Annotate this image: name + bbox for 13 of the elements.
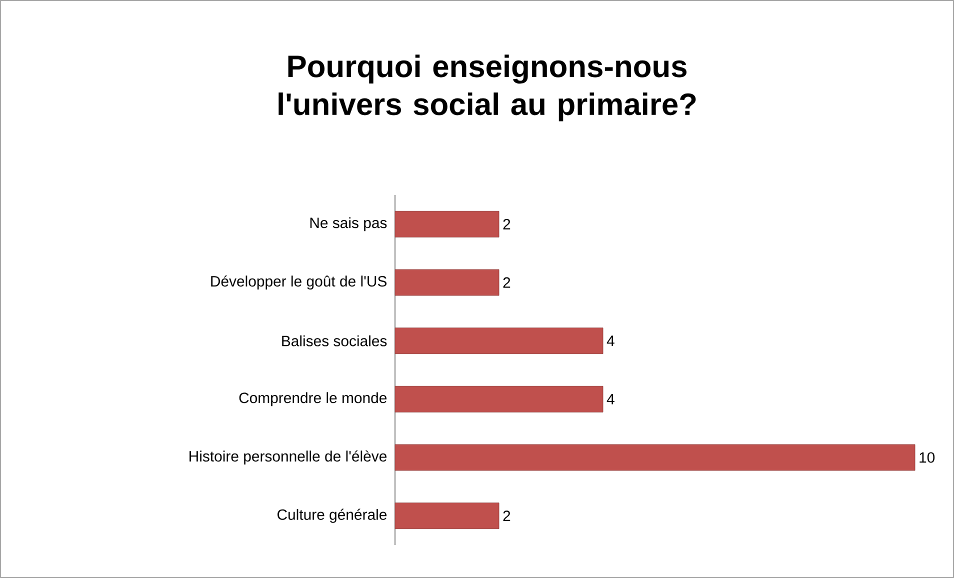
y-tick-label: Comprendre le monde xyxy=(239,392,387,406)
chart-title: Pourquoi enseignons-nous l'univers social au primaire? xyxy=(278,54,696,122)
data-label: 2 xyxy=(503,510,510,522)
data-label: 4 xyxy=(606,394,614,404)
y-tick-label: Ne sais pas xyxy=(310,217,387,232)
data-label: 4 xyxy=(606,336,614,346)
y-tick-label: Histoire personnelle de l'élève xyxy=(190,450,387,465)
data-label: 2 xyxy=(503,218,510,230)
y-tick-label: Culture générale xyxy=(278,508,387,523)
y-tick-label: Balises sociales xyxy=(282,335,387,346)
y-tick-label: Développer le goût de l'US xyxy=(211,275,387,290)
data-label: 2 xyxy=(503,277,510,288)
data-label: 10 xyxy=(920,452,935,463)
